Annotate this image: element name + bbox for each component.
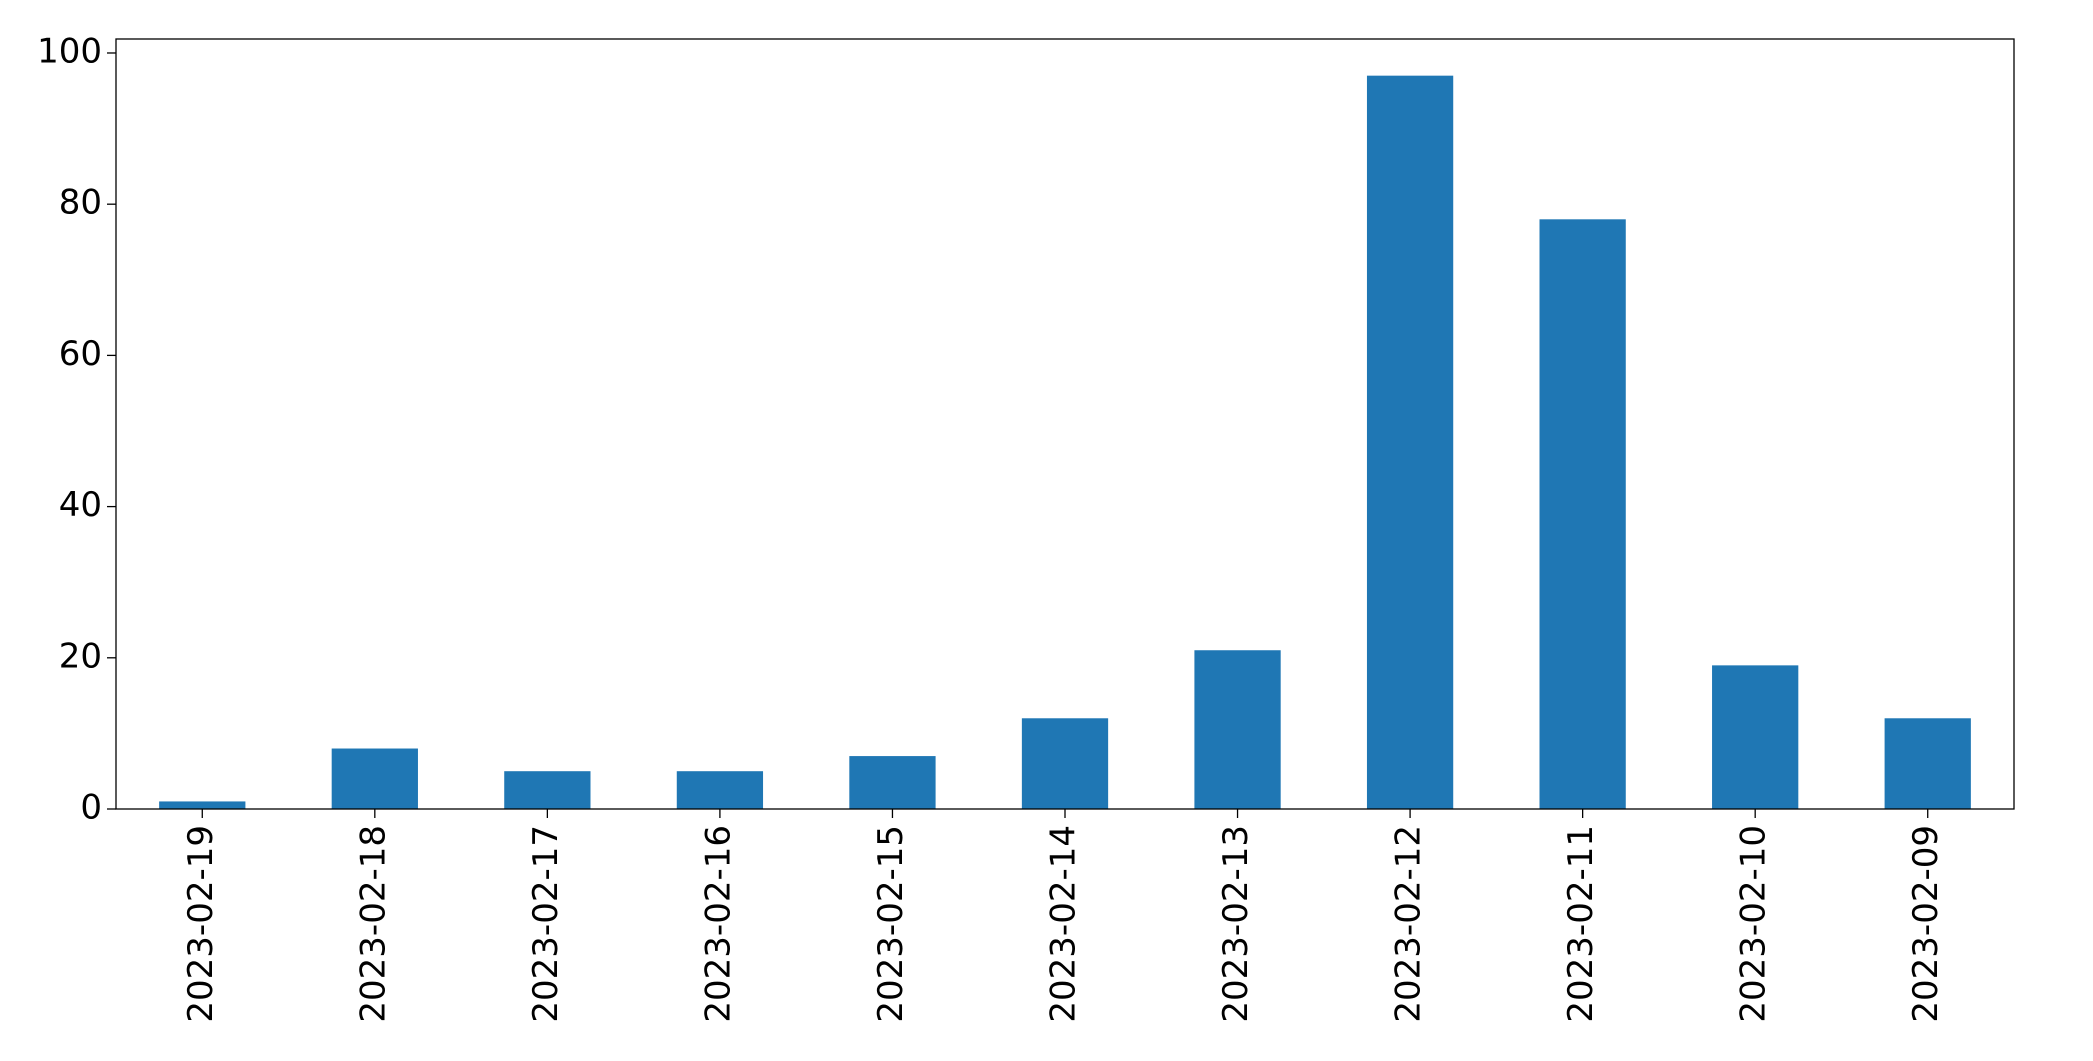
y-tick-label: 60 bbox=[59, 334, 102, 374]
bar bbox=[676, 771, 764, 809]
x-tick-label: 2023-02-09 bbox=[1906, 825, 1946, 1023]
bar bbox=[1366, 75, 1454, 809]
x-tick-label: 2023-02-13 bbox=[1216, 825, 1256, 1023]
x-tick-label: 2023-02-18 bbox=[353, 825, 393, 1023]
bar bbox=[1194, 650, 1281, 809]
plot-frame bbox=[115, 38, 2015, 810]
y-tick-label: 20 bbox=[59, 636, 102, 676]
y-tick-label: 100 bbox=[37, 31, 102, 71]
bar bbox=[1021, 718, 1109, 809]
x-tick-label: 2023-02-19 bbox=[181, 825, 221, 1023]
y-tick-label: 0 bbox=[80, 788, 102, 828]
bar bbox=[1712, 665, 1799, 809]
bar bbox=[1884, 718, 1971, 809]
x-tick-label: 2023-02-14 bbox=[1044, 825, 1084, 1023]
bar bbox=[1539, 219, 1626, 810]
x-tick-label: 2023-02-10 bbox=[1734, 825, 1774, 1023]
bar bbox=[504, 771, 591, 809]
x-tick-label: 2023-02-16 bbox=[698, 825, 738, 1023]
x-tick-label: 2023-02-17 bbox=[526, 825, 566, 1023]
y-tick-label: 40 bbox=[59, 485, 102, 525]
y-tick-label: 80 bbox=[59, 183, 102, 223]
bar bbox=[159, 801, 246, 809]
bar bbox=[331, 748, 418, 809]
x-tick-label: 2023-02-12 bbox=[1389, 825, 1429, 1023]
bar bbox=[849, 756, 936, 809]
x-tick-label: 2023-02-15 bbox=[871, 825, 911, 1023]
x-tick-label: 2023-02-11 bbox=[1561, 825, 1601, 1023]
